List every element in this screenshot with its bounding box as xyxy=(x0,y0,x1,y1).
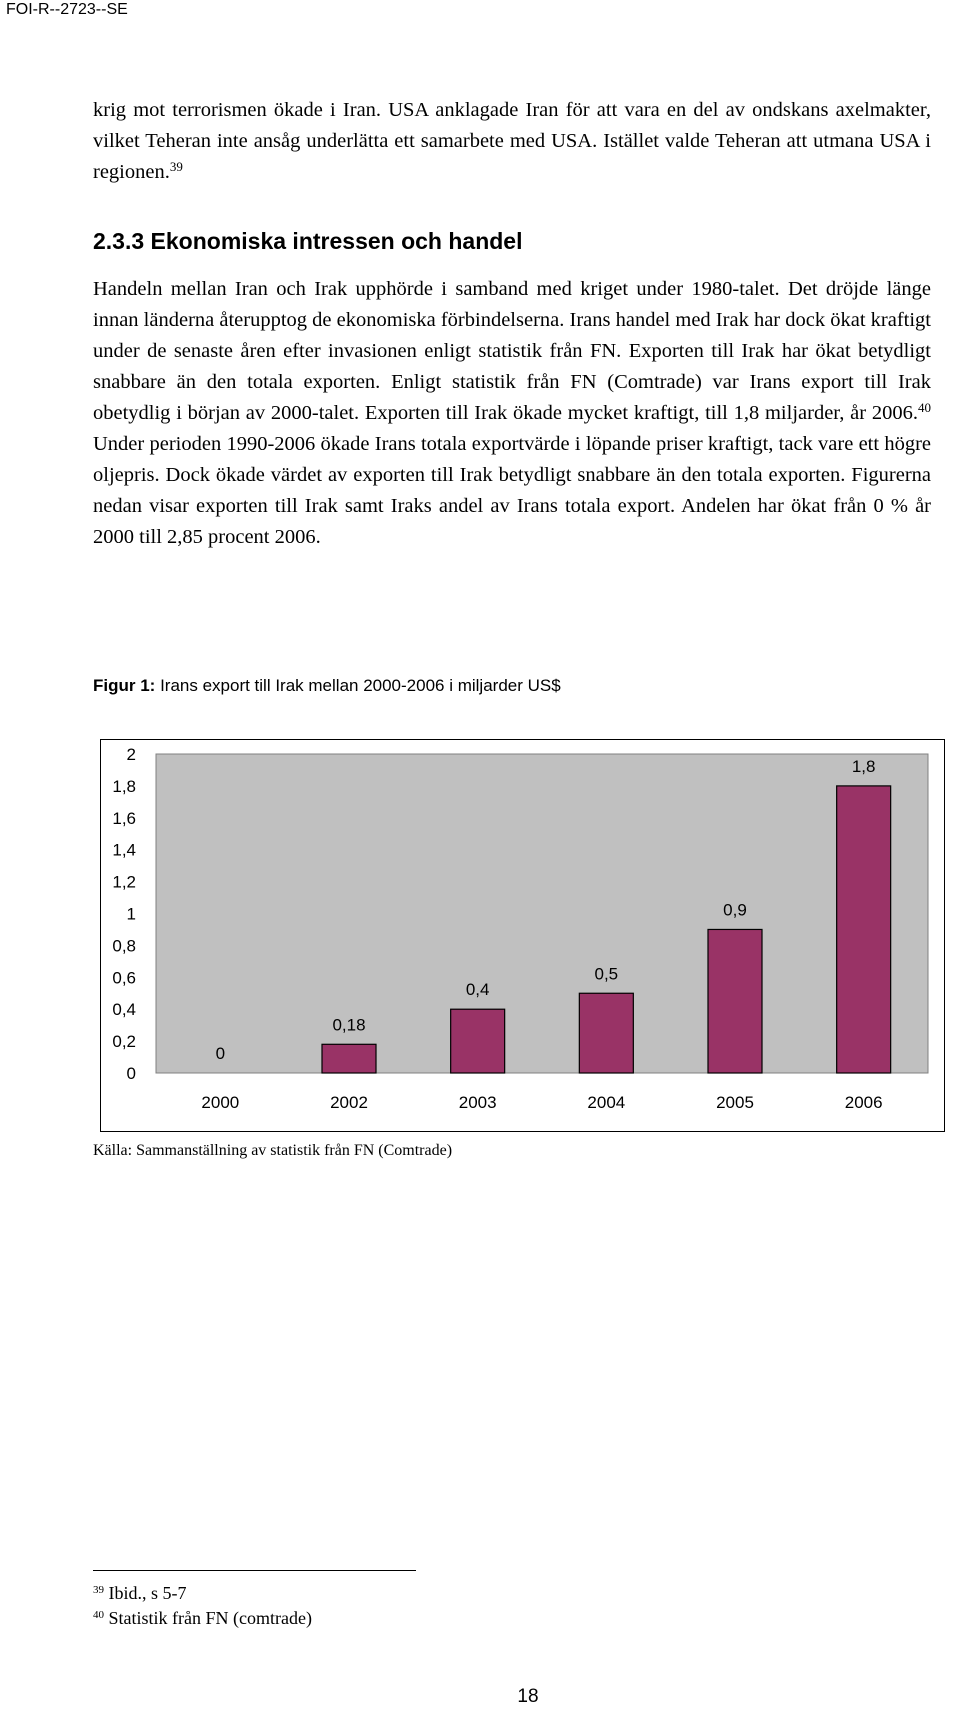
footnote-40: 40 Statistik från FN (comtrade) xyxy=(93,1608,312,1629)
footnote-ref-39[interactable]: 39 xyxy=(169,159,183,174)
bar-2004 xyxy=(578,992,634,1074)
export-bar-chart: 0 0,2 0,4 0,6 0,8 1 1,2 1,4 1,6 1,8 2 2000 2002 2003… xyxy=(100,739,945,1132)
figure-title: Irans export till Irak mellan 2000-2006 … xyxy=(155,676,561,695)
x-tick-label: 2000 xyxy=(201,1093,239,1112)
figure-label: Figur 1: xyxy=(93,676,156,695)
bar-2005 xyxy=(707,928,763,1074)
footnote-40-text: Statistik från FN (comtrade) xyxy=(108,1608,312,1628)
footnote-39-number: 39 xyxy=(93,1584,104,1596)
y-tick-label: 1,6 xyxy=(112,809,136,828)
footnote-40-number: 40 xyxy=(93,1609,104,1621)
footnote-separator xyxy=(93,1570,416,1571)
paragraph-trade: Handeln mellan Iran och Irak upphörde i … xyxy=(93,274,931,553)
paragraph-intro-text: krig mot terrorismen ökade i Iran. USA a… xyxy=(93,99,931,183)
data-label-2006: 1,8 xyxy=(852,757,876,776)
section-heading: 2.3.3 Ekonomiska intressen och handel xyxy=(93,228,523,254)
data-label-2004: 0,5 xyxy=(595,964,619,983)
footnote-39-text: Ibid., s 5-7 xyxy=(108,1583,187,1603)
y-tick-label: 1 xyxy=(127,905,136,924)
bar-2003 xyxy=(450,1008,506,1074)
y-tick-label: 0,6 xyxy=(112,968,136,987)
figure-caption: Figur 1: Irans export till Irak mellan 2… xyxy=(93,676,561,696)
x-tick-label: 2003 xyxy=(459,1093,497,1112)
bar-2002 xyxy=(321,1043,377,1074)
x-tick-label: 2004 xyxy=(587,1093,625,1112)
y-tick-label: 1,4 xyxy=(112,841,136,860)
y-tick-label: 1,2 xyxy=(112,873,136,892)
page-number: 18 xyxy=(517,1686,539,1707)
paragraph-intro: krig mot terrorismen ökade i Iran. USA a… xyxy=(93,95,931,188)
footnote-ref-40[interactable]: 40 xyxy=(918,400,931,415)
paragraph-trade-text-b: Under perioden 1990-2006 ökade Irans tot… xyxy=(93,433,931,548)
data-label-2000: 0 xyxy=(216,1044,225,1063)
x-tick-label: 2005 xyxy=(716,1093,754,1112)
data-label-2002: 0,18 xyxy=(332,1015,365,1034)
y-tick-label: 0,8 xyxy=(112,936,136,955)
y-tick-label: 0 xyxy=(127,1064,136,1083)
footnote-39: 39 Ibid., s 5-7 xyxy=(93,1583,187,1604)
data-label-2005: 0,9 xyxy=(723,900,747,919)
x-tick-label: 2006 xyxy=(845,1093,883,1112)
x-tick-label: 2002 xyxy=(330,1093,368,1112)
document-id: FOI-R--2723--SE xyxy=(6,1,128,18)
plot-area xyxy=(155,753,929,1074)
chart-source: Källa: Sammanställning av statistik från… xyxy=(93,1142,453,1159)
y-tick-label: 2 xyxy=(127,745,136,764)
y-tick-label: 0,2 xyxy=(112,1032,136,1051)
bar-2006 xyxy=(836,785,892,1074)
y-tick-label: 1,8 xyxy=(112,777,136,796)
y-tick-label: 0,4 xyxy=(112,1000,136,1019)
data-label-2003: 0,4 xyxy=(466,980,490,999)
paragraph-trade-text-a: Handeln mellan Iran och Irak upphörde i … xyxy=(93,278,931,424)
